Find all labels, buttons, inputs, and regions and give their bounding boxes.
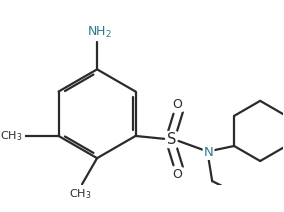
Text: NH$_2$: NH$_2$: [87, 25, 112, 40]
Text: O: O: [172, 98, 182, 111]
Text: O: O: [172, 168, 182, 181]
Text: CH$_3$: CH$_3$: [0, 129, 23, 143]
Text: CH$_3$: CH$_3$: [69, 187, 92, 201]
Text: S: S: [167, 132, 176, 147]
Text: N: N: [204, 146, 214, 159]
